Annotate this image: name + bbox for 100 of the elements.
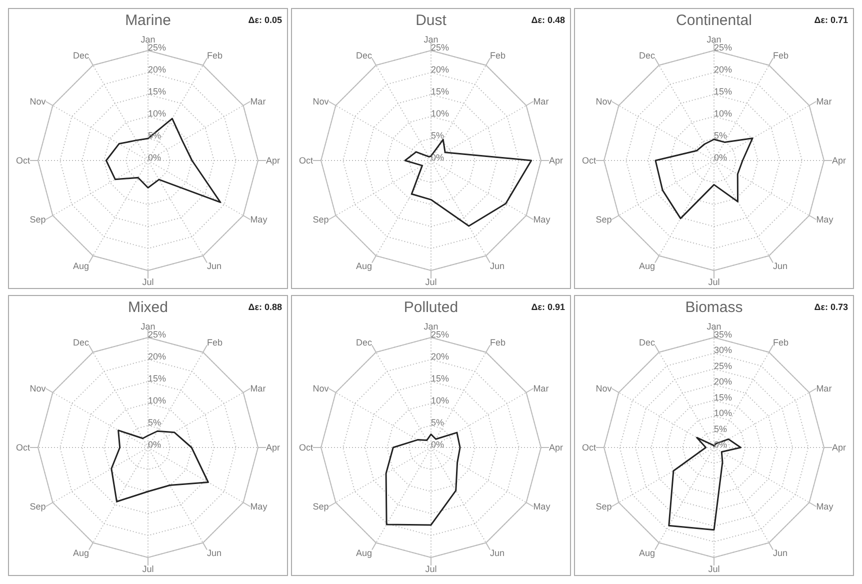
- spoke-label: Aug: [356, 548, 372, 558]
- spoke-label: Jun: [773, 261, 788, 272]
- y-tick-label: 20%: [431, 64, 450, 74]
- y-tick-label: 25%: [431, 330, 450, 340]
- spoke-label: Jun: [490, 548, 505, 558]
- y-tick-label: 30%: [714, 345, 732, 356]
- spoke-label: Feb: [773, 337, 789, 348]
- y-tick-label: 20%: [148, 64, 166, 74]
- spoke-label: Jul: [425, 276, 437, 287]
- spoke-label: Feb: [490, 337, 506, 348]
- spoke-label: Jul: [142, 564, 154, 574]
- spoke-label: Oct: [298, 442, 314, 453]
- spoke-label: Apr: [549, 156, 564, 166]
- y-tick-label: 15%: [714, 392, 732, 402]
- spoke-label: Sep: [312, 502, 329, 512]
- spoke-label: Jan: [424, 34, 438, 44]
- spoke-label: Nov: [312, 96, 330, 107]
- spoke-label: Aug: [638, 261, 655, 272]
- spoke-label: May: [816, 502, 834, 512]
- spoke-label: Jan: [424, 322, 438, 332]
- spoke-label: Oct: [582, 442, 596, 453]
- text: Δε: 0.48: [531, 15, 565, 25]
- y-tick-label: 0%: [148, 440, 162, 450]
- spoke-label: Aug: [72, 548, 89, 558]
- spoke-label: Jan: [706, 322, 722, 332]
- text: Δε: 0.88: [248, 302, 282, 312]
- chart-title: Biomass: [685, 299, 743, 316]
- y-tick-label: 5%: [148, 418, 162, 428]
- spoke-label: Apr: [266, 156, 280, 166]
- spoke-label: Dec: [72, 337, 90, 348]
- y-tick-label: 10%: [714, 408, 732, 418]
- spoke-label: Jul: [142, 276, 154, 287]
- spoke-label: Dec: [638, 50, 656, 60]
- spoke-label: Sep: [596, 502, 612, 512]
- text: Δε: 0.05: [248, 15, 282, 25]
- spoke-label: Aug: [356, 261, 372, 272]
- spoke-label: Oct: [582, 156, 596, 166]
- y-tick-label: 0%: [431, 152, 444, 162]
- text: Δε: 0.71: [814, 15, 848, 25]
- chart-title: Polluted: [404, 299, 458, 316]
- y-tick-label: 25%: [714, 360, 732, 371]
- y-tick-label: 10%: [431, 108, 450, 118]
- text: Δε: 0.91: [531, 302, 565, 312]
- chart-title: Continental: [676, 12, 752, 29]
- chart-title: Dust: [416, 12, 446, 29]
- y-tick-label: 25%: [431, 42, 450, 52]
- y-tick-label: 20%: [714, 64, 732, 74]
- spoke-label: Oct: [16, 156, 30, 166]
- spoke-label: Dec: [638, 337, 656, 348]
- spoke-label: Nov: [596, 96, 612, 107]
- spoke-label: Feb: [207, 337, 223, 348]
- spoke-label: Sep: [312, 214, 329, 225]
- spoke-label: Mar: [816, 96, 832, 107]
- y-tick-label: 25%: [148, 330, 166, 340]
- spoke-label: Oct: [16, 442, 30, 453]
- y-tick-label: 10%: [431, 396, 450, 406]
- spoke-label: Jan: [140, 34, 156, 44]
- spoke-label: Apr: [832, 156, 846, 166]
- y-tick-label: 5%: [714, 130, 728, 140]
- spoke-label: Aug: [638, 548, 655, 558]
- spoke-label: Jan: [706, 34, 722, 44]
- y-tick-label: 15%: [431, 374, 450, 384]
- y-tick-label: 25%: [714, 42, 732, 52]
- y-tick-label: 20%: [148, 352, 166, 362]
- y-tick-label: 25%: [148, 42, 166, 52]
- spoke-label: Apr: [832, 442, 846, 453]
- y-tick-label: 10%: [148, 396, 166, 406]
- spoke-label: May: [533, 214, 551, 225]
- spoke-label: Mar: [533, 96, 549, 107]
- y-tick-label: 5%: [431, 130, 444, 140]
- spoke-label: Dec: [72, 50, 90, 60]
- y-tick-label: 0%: [431, 440, 444, 450]
- spoke-label: Dec: [356, 337, 372, 348]
- spoke-label: Nov: [30, 384, 46, 394]
- spoke-label: Feb: [207, 50, 223, 60]
- spoke-label: Oct: [298, 156, 314, 166]
- y-tick-label: 15%: [148, 374, 166, 384]
- chart-title: Marine: [125, 12, 171, 29]
- y-tick-label: 35%: [714, 330, 732, 340]
- spoke-label: Sep: [30, 214, 46, 225]
- spoke-label: Mar: [250, 96, 266, 107]
- spoke-label: Apr: [266, 442, 280, 453]
- spoke-label: Aug: [72, 261, 89, 272]
- spoke-label: Sep: [30, 502, 46, 512]
- spoke-label: Feb: [773, 50, 789, 60]
- spoke-label: Mar: [816, 384, 832, 394]
- y-tick-label: 5%: [714, 424, 728, 434]
- spoke-label: May: [250, 214, 268, 225]
- spoke-label: Jul: [425, 564, 437, 574]
- y-tick-label: 10%: [148, 108, 166, 118]
- spoke-label: Jun: [207, 261, 222, 272]
- spoke-label: Mar: [250, 384, 266, 394]
- spoke-label: Jul: [708, 276, 720, 287]
- y-tick-label: 5%: [431, 418, 444, 428]
- spoke-label: May: [533, 502, 551, 512]
- spoke-label: Feb: [490, 50, 506, 60]
- spoke-label: May: [816, 214, 834, 225]
- y-tick-label: 15%: [714, 86, 732, 96]
- spoke-label: Nov: [312, 384, 330, 394]
- spoke-label: Jun: [490, 261, 505, 272]
